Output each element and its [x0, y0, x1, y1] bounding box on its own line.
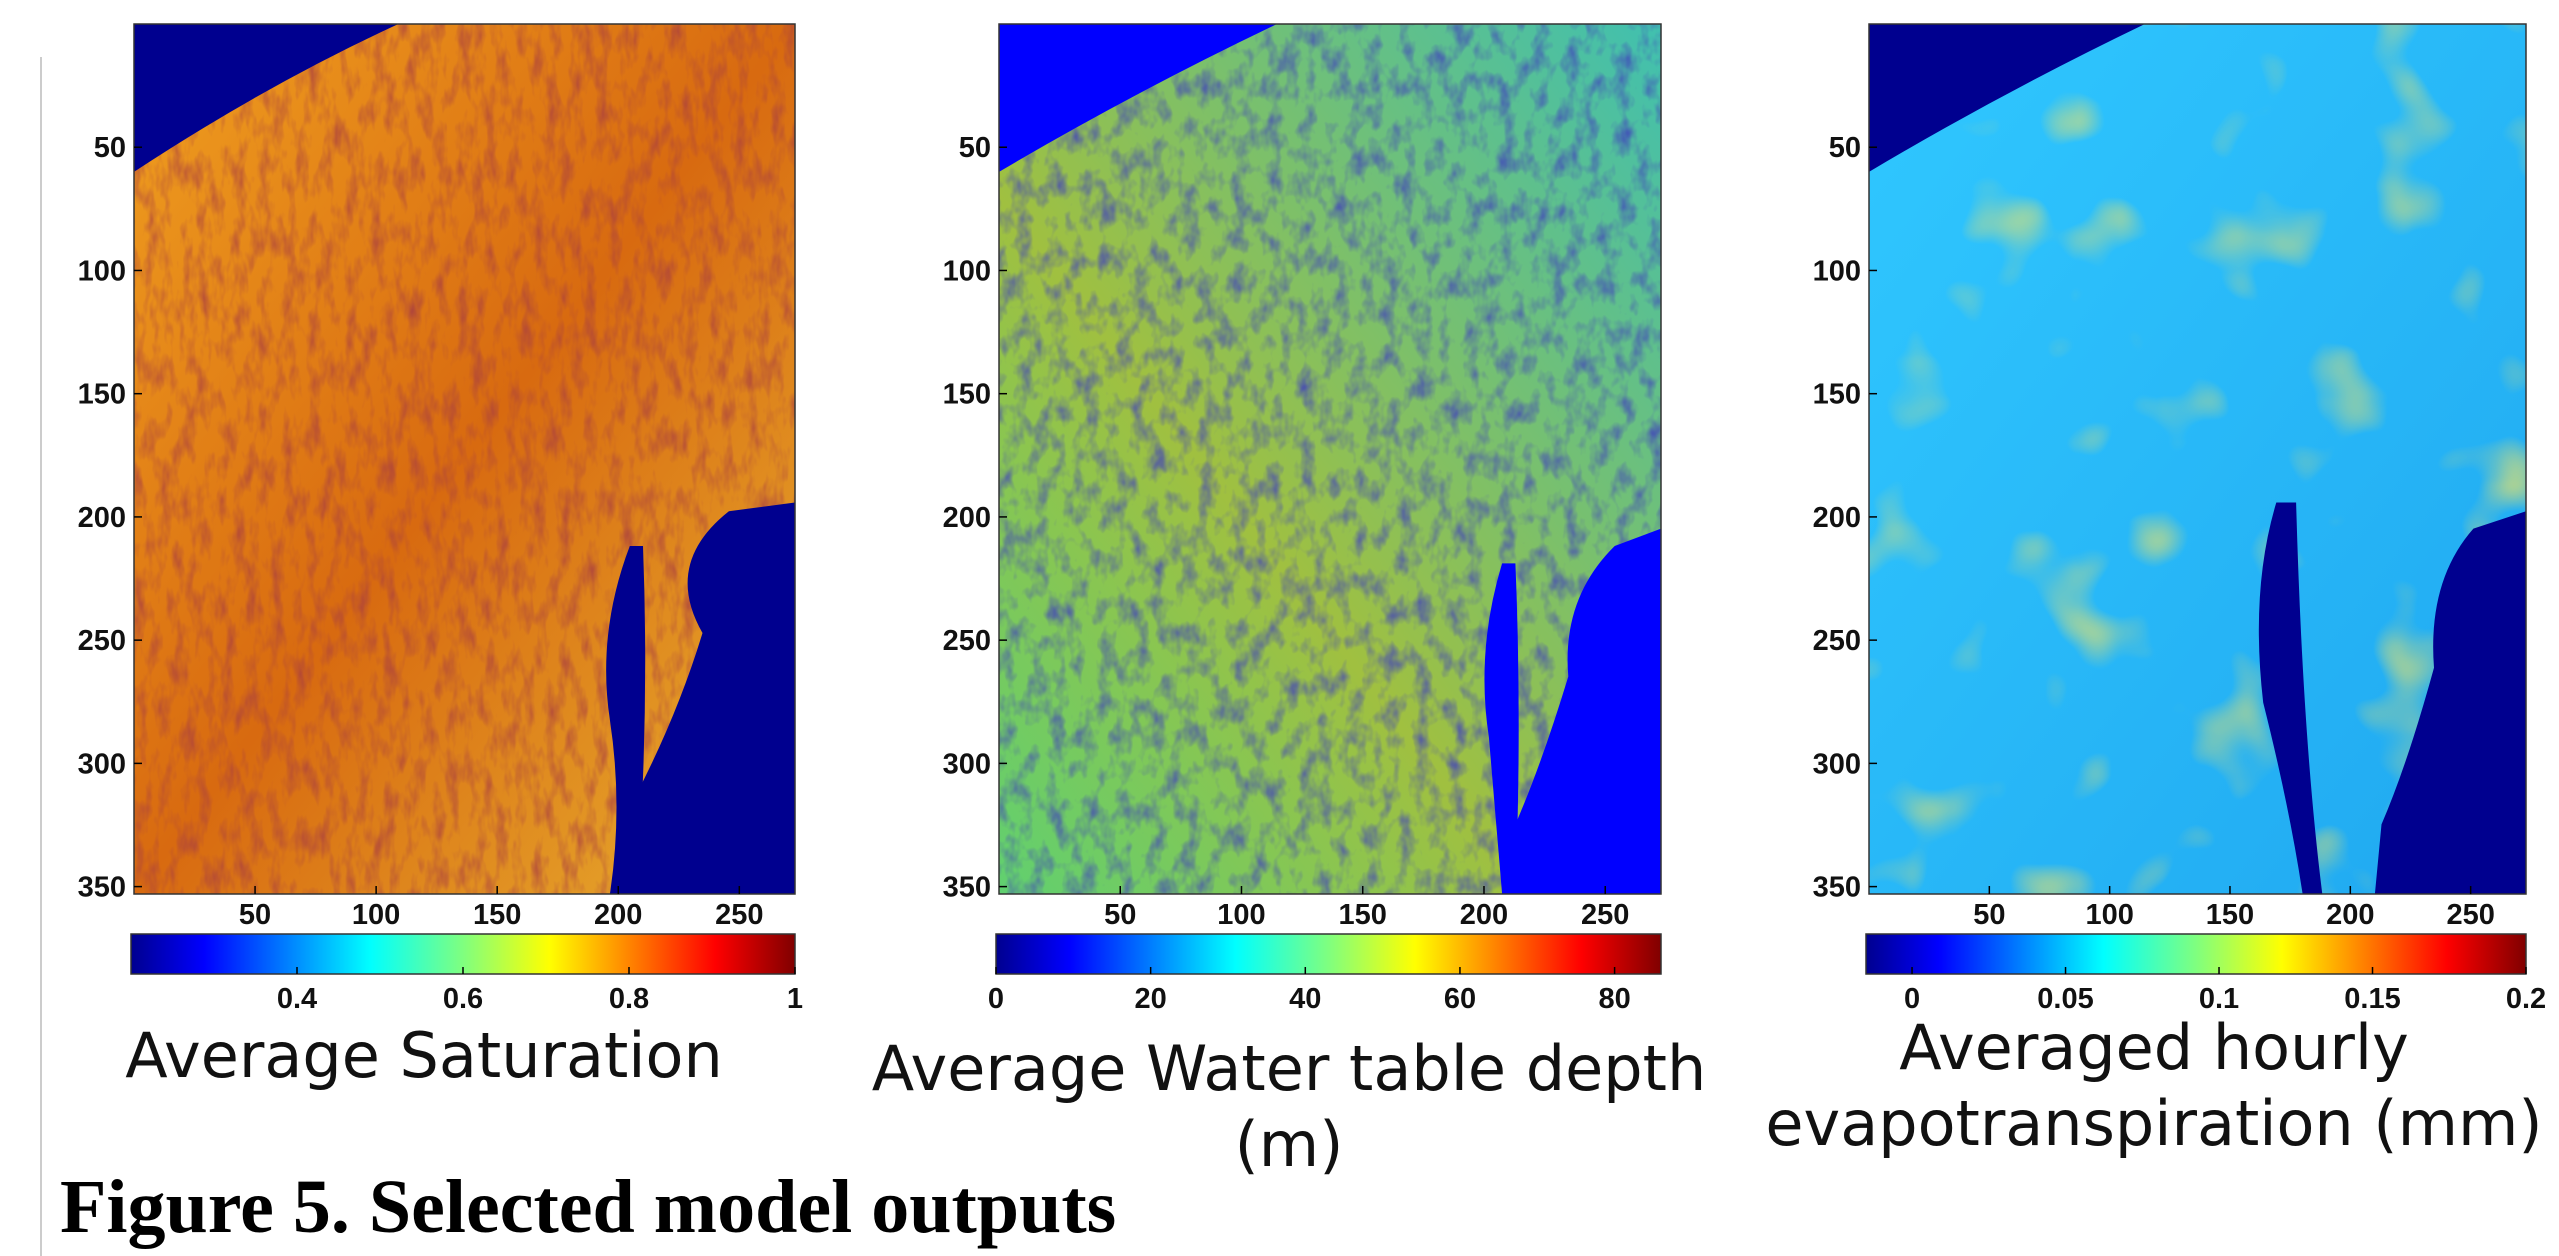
- y-tick-label: 350: [943, 872, 991, 904]
- y-tick-label: 100: [1813, 255, 1861, 287]
- colorbar-tick-label: 60: [1444, 983, 1476, 1015]
- x-tick-label: 200: [1460, 899, 1508, 931]
- figure-caption: Figure 5. Selected model outputs: [60, 1165, 1116, 1249]
- colorbar-tick-label: 0.6: [443, 983, 483, 1015]
- panel-title: evapotranspiration (mm): [1765, 1087, 2542, 1160]
- panel-title: (m): [1235, 1108, 1344, 1181]
- water: [1508, 528, 1661, 894]
- x-tick-label: 250: [1581, 899, 1629, 931]
- x-tick-label: 100: [1217, 899, 1265, 931]
- y-tick-label: 100: [943, 255, 991, 287]
- y-tick-label: 300: [943, 748, 991, 780]
- colorbar: [1865, 933, 2527, 975]
- y-tick-label: 350: [78, 872, 126, 904]
- map-image: [133, 23, 796, 895]
- y-tick-label: 300: [78, 748, 126, 780]
- y-tick-label: 150: [943, 379, 991, 411]
- water: [999, 24, 1277, 172]
- y-tick-label: 200: [78, 502, 126, 534]
- colorbar-tick-label: 0: [1904, 983, 1920, 1015]
- plot-frame: [998, 23, 1662, 895]
- colorbar-tick-label: 20: [1135, 983, 1167, 1015]
- colorbar-tick-label: 40: [1289, 983, 1321, 1015]
- y-tick-label: 250: [943, 625, 991, 657]
- panel-title: Average Saturation: [125, 1019, 723, 1092]
- x-tick-label: 250: [2446, 899, 2494, 931]
- y-tick-label: 200: [943, 502, 991, 534]
- y-tick-label: 300: [1813, 748, 1861, 780]
- water: [1869, 24, 2145, 172]
- water: [2258, 502, 2323, 894]
- y-tick-label: 50: [1829, 132, 1861, 164]
- y-tick-label: 250: [78, 625, 126, 657]
- x-tick-label: 250: [715, 899, 763, 931]
- water: [2374, 511, 2526, 894]
- plot-frame: [133, 23, 796, 895]
- y-tick-label: 250: [1813, 625, 1861, 657]
- x-tick-label: 100: [352, 899, 400, 931]
- water: [623, 502, 795, 894]
- colorbar-tick-label: 0.15: [2344, 983, 2400, 1015]
- plot-frame: [1868, 23, 2527, 895]
- colorbar-tick-label: 0.1: [2199, 983, 2239, 1015]
- y-tick-label: 100: [78, 255, 126, 287]
- colorbar-tick-label: 0.8: [609, 983, 649, 1015]
- y-tick-label: 50: [959, 132, 991, 164]
- panel-title: Averaged hourly: [1899, 1011, 2409, 1084]
- colorbar-tick-label: 1: [787, 983, 803, 1015]
- x-tick-label: 150: [473, 899, 521, 931]
- x-tick-label: 100: [2085, 899, 2133, 931]
- x-tick-label: 50: [1104, 899, 1136, 931]
- panel-title: Average Water table depth: [872, 1032, 1707, 1105]
- map-image: [998, 23, 1662, 895]
- water: [134, 24, 399, 172]
- y-tick-label: 150: [1813, 379, 1861, 411]
- x-tick-label: 150: [2206, 899, 2254, 931]
- x-tick-label: 150: [1339, 899, 1387, 931]
- water: [1484, 563, 1519, 894]
- colorbar-tick-label: 0.05: [2037, 983, 2093, 1015]
- y-tick-label: 150: [78, 379, 126, 411]
- y-tick-label: 200: [1813, 502, 1861, 534]
- y-tick-label: 50: [94, 132, 126, 164]
- water: [606, 546, 646, 894]
- colorbar: [995, 933, 1662, 975]
- x-tick-label: 50: [239, 899, 271, 931]
- colorbar-tick-label: 0.4: [277, 983, 317, 1015]
- colorbar-tick-label: 80: [1598, 983, 1630, 1015]
- x-tick-label: 200: [594, 899, 642, 931]
- map-image: [1868, 23, 2527, 895]
- x-tick-label: 50: [1973, 899, 2005, 931]
- colorbar-tick-label: 0: [988, 983, 1004, 1015]
- x-tick-label: 200: [2326, 899, 2374, 931]
- colorbar-tick-label: 0.2: [2506, 983, 2546, 1015]
- y-tick-label: 350: [1813, 872, 1861, 904]
